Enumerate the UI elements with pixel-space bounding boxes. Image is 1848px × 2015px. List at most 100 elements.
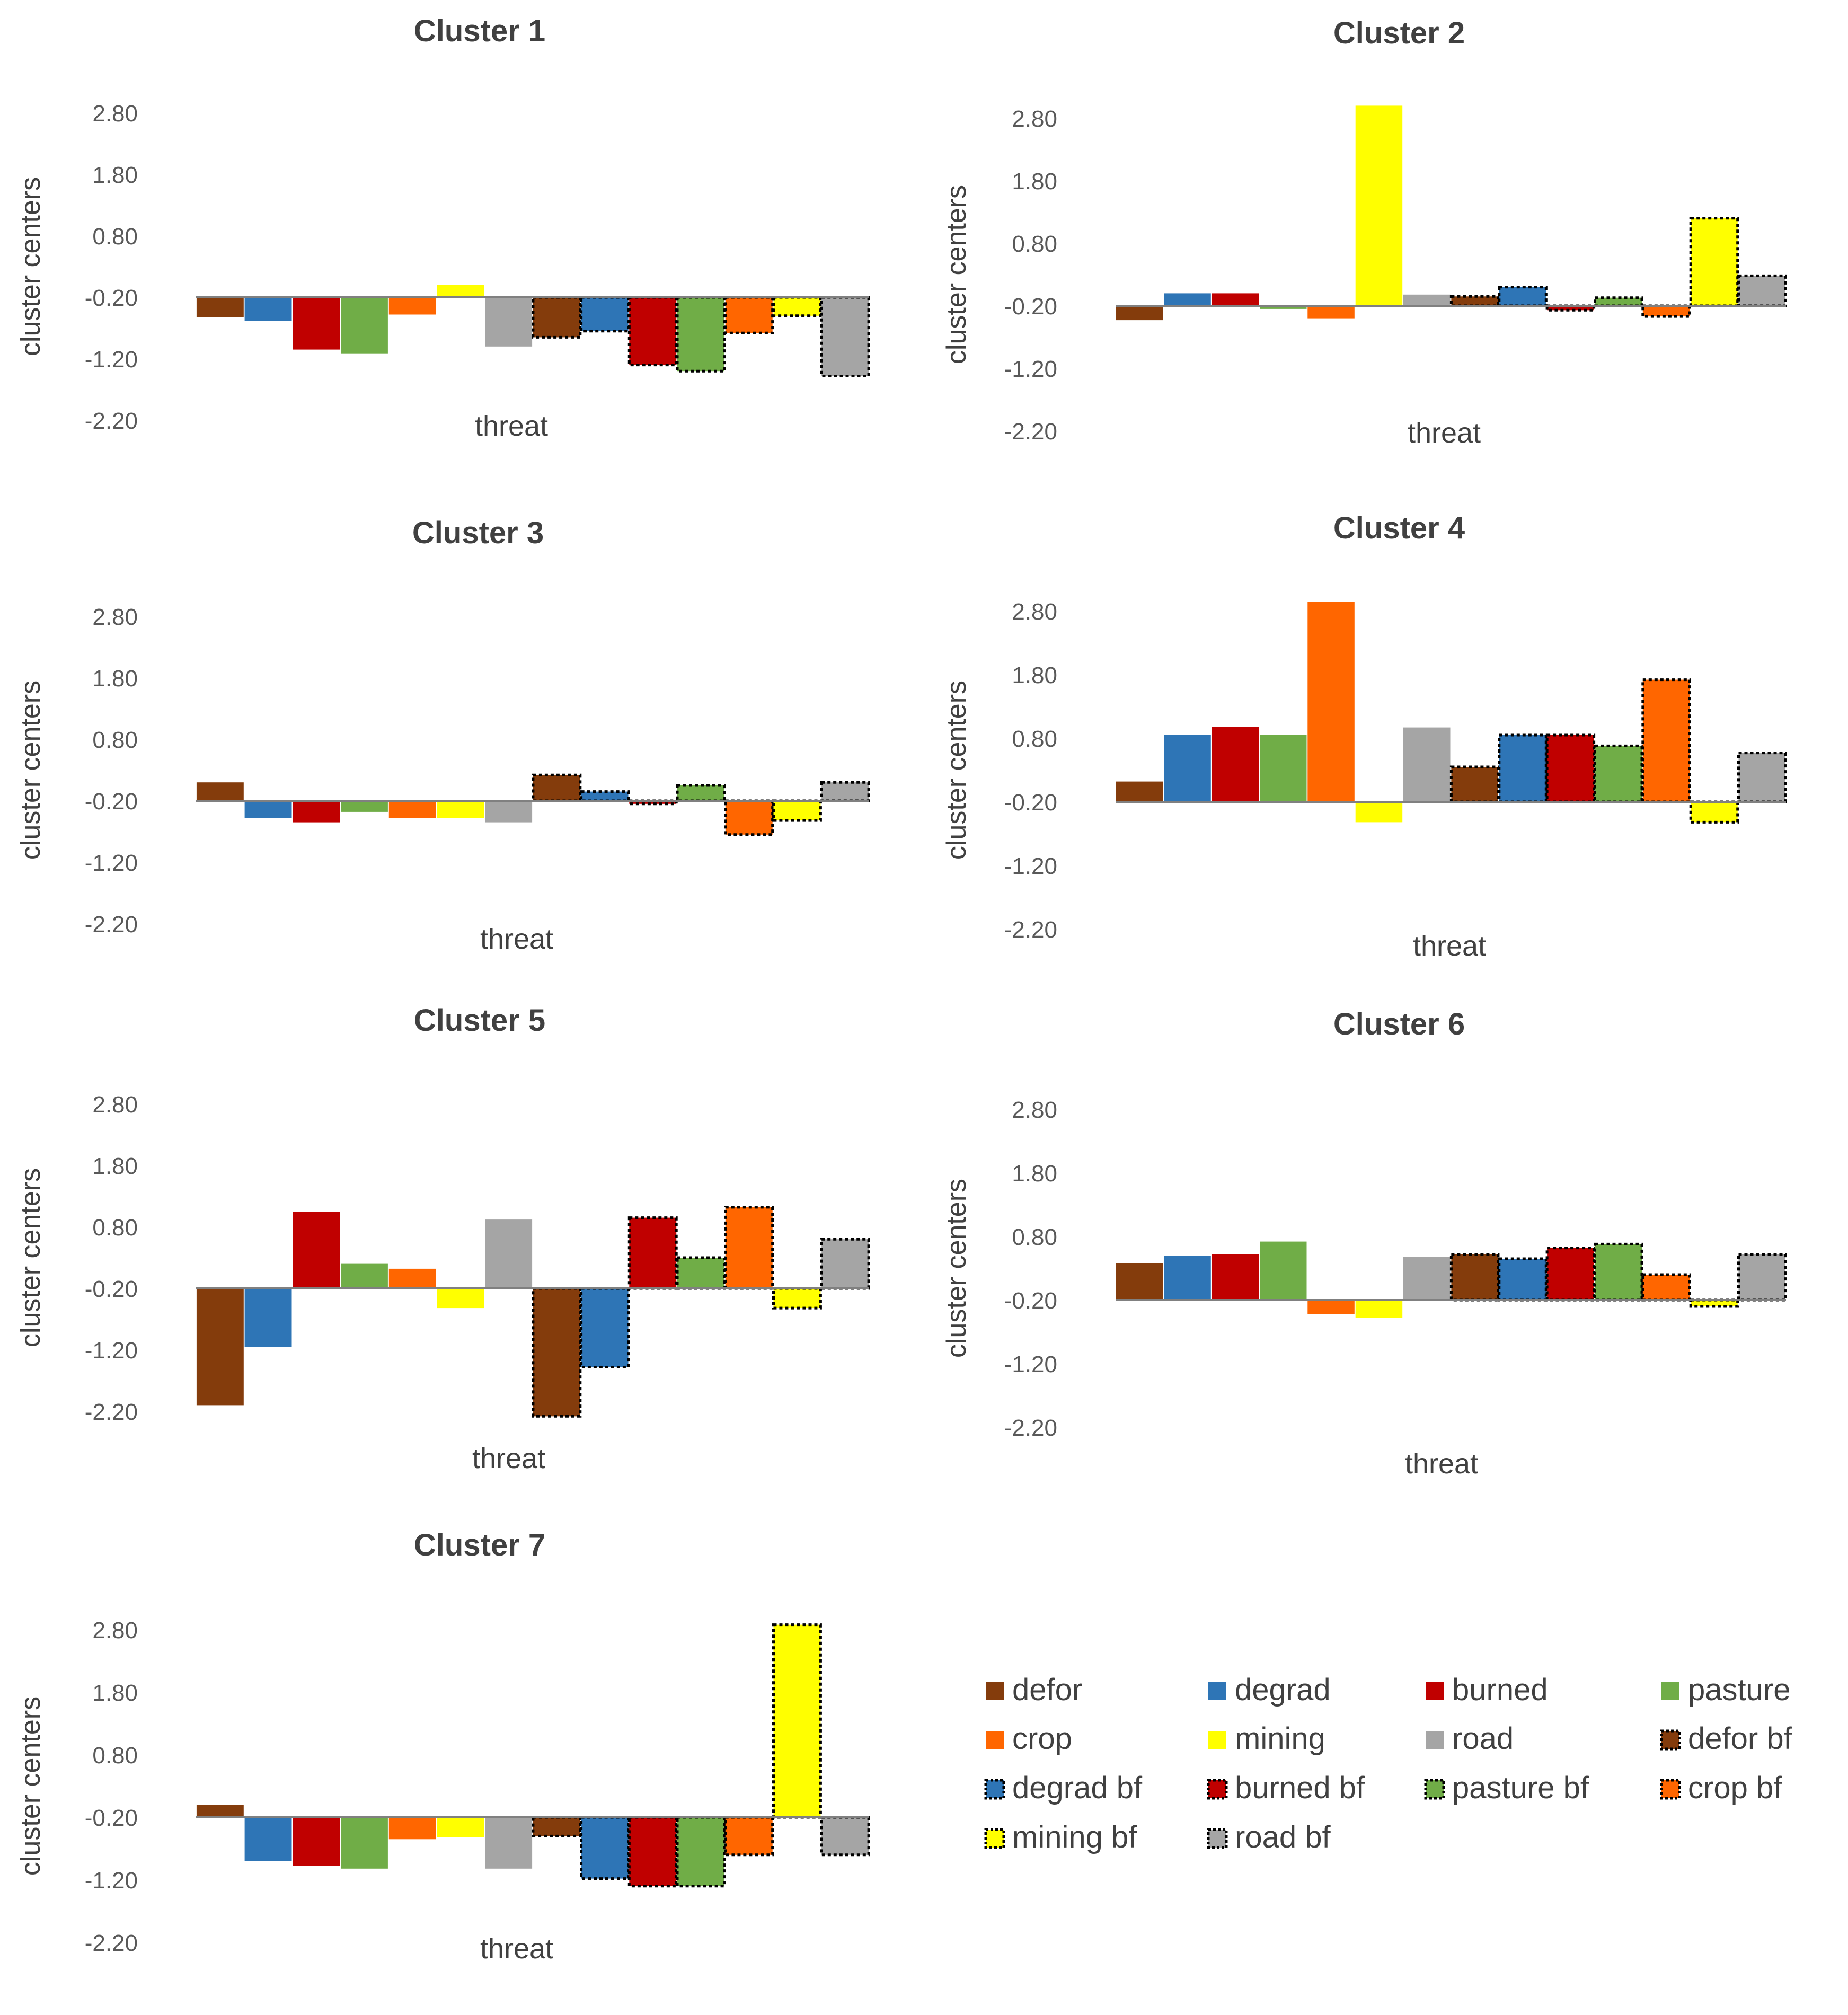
- bar-pasture: [1260, 1242, 1307, 1300]
- bar-burned-bf: [1547, 735, 1594, 802]
- bar-defor-bf: [533, 297, 580, 337]
- bar-defor: [197, 1288, 244, 1405]
- bar-mining: [437, 1817, 484, 1837]
- bar-road-bf: [821, 1817, 869, 1855]
- y-axis-label: cluster centers: [941, 185, 972, 364]
- legend-label: defor bf: [1688, 1721, 1793, 1756]
- bar-burned: [293, 801, 340, 823]
- y-tick-label: 0.80: [92, 224, 138, 250]
- y-axis-label: cluster centers: [941, 1179, 972, 1358]
- bar-road-bf: [821, 1239, 869, 1288]
- y-tick-label: -1.20: [1004, 853, 1057, 879]
- legend-swatch: [1208, 1682, 1226, 1700]
- y-tick-label: -0.20: [1004, 790, 1057, 816]
- y-tick-label: 2.80: [92, 101, 138, 127]
- bar-mining: [1356, 105, 1403, 306]
- bar-degrad: [245, 1817, 292, 1861]
- bar-defor: [1116, 1263, 1163, 1300]
- y-tick-label: 1.80: [92, 1153, 138, 1179]
- y-tick-label: 1.80: [92, 1680, 138, 1706]
- y-tick-label: -1.20: [85, 850, 138, 876]
- legend-swatch: [1661, 1682, 1679, 1700]
- bar-pasture: [341, 801, 388, 812]
- bar-pasture-bf: [1595, 746, 1642, 802]
- legend-swatch: [1426, 1780, 1444, 1798]
- y-tick-label: -2.20: [85, 1930, 138, 1956]
- y-tick-label: 0.80: [92, 1743, 138, 1769]
- y-axis-label: cluster centers: [15, 1696, 46, 1876]
- legend-label: burned: [1452, 1673, 1548, 1707]
- y-tick-label: 0.80: [1012, 1224, 1057, 1250]
- bar-pasture-bf: [1595, 1244, 1642, 1300]
- y-tick-label: -0.20: [85, 1805, 138, 1831]
- bar-defor-bf: [533, 775, 580, 801]
- bar-defor-bf: [533, 1817, 580, 1836]
- chart-title: Cluster 7: [414, 1528, 545, 1562]
- legend-swatch: [1661, 1780, 1679, 1798]
- chart-title: Cluster 2: [1333, 16, 1465, 50]
- x-axis-label: threat: [1413, 930, 1486, 962]
- bar-pasture: [341, 297, 388, 354]
- bar-mining-bf: [774, 297, 821, 316]
- bar-road-bf: [1739, 753, 1786, 802]
- y-tick-label: -2.20: [85, 1399, 138, 1425]
- legend-swatch: [986, 1731, 1004, 1749]
- legend-label: road: [1452, 1721, 1514, 1756]
- bar-crop-bf: [1643, 306, 1690, 316]
- bar-road-bf: [1739, 276, 1786, 306]
- bar-pasture-bf: [677, 1258, 724, 1288]
- bar-defor: [197, 782, 244, 801]
- legend-label: pasture bf: [1452, 1771, 1589, 1805]
- bar-burned: [1212, 1254, 1259, 1300]
- bar-degrad-bf: [1499, 1259, 1546, 1300]
- chart-title: Cluster 6: [1333, 1007, 1465, 1041]
- x-axis-label: threat: [480, 923, 553, 955]
- y-tick-label: 1.80: [92, 162, 138, 188]
- legend-swatch: [1208, 1780, 1226, 1798]
- bar-burned: [1212, 293, 1259, 306]
- legend-swatch: [1426, 1731, 1444, 1749]
- y-axis-label: cluster centers: [15, 177, 46, 356]
- y-tick-label: 2.80: [1012, 1097, 1057, 1123]
- bar-defor-bf: [1451, 296, 1498, 306]
- bar-defor-bf: [1451, 767, 1498, 802]
- y-tick-label: 1.80: [1012, 169, 1057, 195]
- legend-swatch: [1208, 1731, 1226, 1749]
- bar-crop: [389, 297, 436, 315]
- bar-degrad: [1164, 1256, 1211, 1300]
- bar-burned-bf: [629, 1218, 676, 1288]
- legend-label: defor: [1012, 1673, 1082, 1707]
- bar-pasture: [1260, 735, 1307, 802]
- bar-burned: [293, 297, 340, 350]
- y-tick-label: 0.80: [92, 1215, 138, 1241]
- bar-road: [485, 801, 532, 823]
- bar-mining-bf: [774, 1625, 821, 1817]
- bar-degrad: [1164, 293, 1211, 306]
- bar-degrad-bf: [581, 1288, 629, 1367]
- bar-degrad-bf: [1499, 287, 1546, 306]
- y-tick-label: -1.20: [1004, 356, 1057, 382]
- y-tick-label: 1.80: [1012, 662, 1057, 688]
- bar-road: [485, 1219, 532, 1288]
- y-tick-label: 2.80: [92, 1618, 138, 1643]
- legend-label: burned bf: [1235, 1771, 1365, 1805]
- x-axis-label: threat: [475, 410, 548, 442]
- bar-mining: [1356, 802, 1403, 822]
- bar-defor: [197, 1805, 244, 1817]
- bar-road: [485, 1817, 532, 1869]
- legend-swatch: [1426, 1682, 1444, 1700]
- y-tick-label: -1.20: [85, 1338, 138, 1364]
- chart-title: Cluster 3: [412, 516, 544, 550]
- y-tick-label: -1.20: [1004, 1351, 1057, 1377]
- x-axis-label: threat: [1408, 417, 1481, 449]
- y-tick-label: -1.20: [85, 1868, 138, 1894]
- y-tick-label: 0.80: [1012, 726, 1057, 752]
- y-tick-label: 1.80: [1012, 1161, 1057, 1187]
- bar-burned-bf: [1547, 1248, 1594, 1300]
- legend-swatch: [986, 1682, 1004, 1700]
- chart-title: Cluster 4: [1333, 511, 1465, 545]
- bar-pasture-bf: [677, 785, 724, 801]
- x-axis-label: threat: [1405, 1448, 1478, 1480]
- bar-burned-bf: [629, 297, 676, 365]
